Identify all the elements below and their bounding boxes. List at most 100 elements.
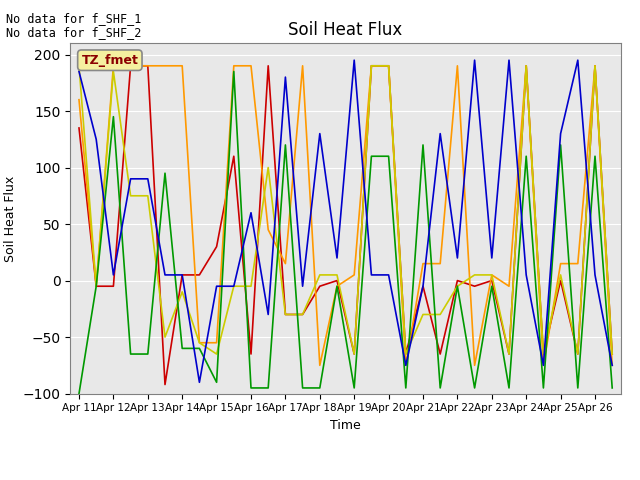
SHF2 (350, 272, 358, 278)
SHF4 (316, 385, 324, 391)
SHF4 (247, 385, 255, 391)
SHF3 (505, 351, 513, 357)
Line: SHF1: SHF1 (79, 66, 612, 384)
SHF5 (179, 272, 186, 278)
SHF4 (161, 170, 169, 176)
SHF5 (574, 57, 582, 63)
SHF5 (196, 379, 204, 385)
SHF1 (505, 351, 513, 357)
SHF1 (75, 125, 83, 131)
SHF2 (367, 63, 375, 69)
SHF2 (299, 63, 307, 69)
SHF1 (282, 312, 289, 317)
X-axis label: Time: Time (330, 419, 361, 432)
SHF2 (212, 340, 220, 346)
SHF2 (75, 97, 83, 103)
SHF1 (350, 351, 358, 357)
SHF4 (385, 153, 392, 159)
Line: SHF3: SHF3 (79, 66, 612, 354)
SHF2 (488, 272, 495, 278)
SHF3 (333, 272, 341, 278)
SHF5 (333, 255, 341, 261)
SHF2 (557, 261, 564, 266)
Text: TZ_fmet: TZ_fmet (81, 54, 138, 67)
SHF3 (522, 63, 530, 69)
SHF3 (75, 63, 83, 69)
SHF1 (454, 278, 461, 284)
SHF2 (144, 63, 152, 69)
SHF3 (299, 312, 307, 317)
SHF1 (196, 272, 204, 278)
SHF4 (419, 142, 427, 148)
SHF5 (385, 272, 392, 278)
SHF4 (350, 385, 358, 391)
SHF5 (127, 176, 134, 182)
SHF1 (419, 283, 427, 289)
SHF2 (454, 63, 461, 69)
SHF3 (454, 283, 461, 289)
SHF4 (179, 346, 186, 351)
SHF5 (109, 272, 117, 278)
Line: SHF5: SHF5 (79, 60, 612, 382)
SHF3 (367, 63, 375, 69)
SHF1 (299, 312, 307, 317)
SHF5 (488, 255, 495, 261)
SHF2 (419, 261, 427, 266)
Y-axis label: Soil Heat Flux: Soil Heat Flux (4, 175, 17, 262)
SHF4 (591, 153, 599, 159)
SHF2 (247, 63, 255, 69)
SHF1 (92, 283, 100, 289)
SHF2 (92, 283, 100, 289)
SHF1 (488, 278, 495, 284)
SHF3 (161, 334, 169, 340)
SHF2 (402, 362, 410, 368)
SHF1 (109, 283, 117, 289)
SHF2 (282, 261, 289, 266)
SHF1 (179, 272, 186, 278)
SHF1 (127, 63, 134, 69)
SHF4 (299, 385, 307, 391)
SHF2 (591, 63, 599, 69)
SHF2 (179, 63, 186, 69)
SHF3 (196, 340, 204, 346)
SHF4 (488, 283, 495, 289)
SHF3 (488, 272, 495, 278)
SHF5 (212, 283, 220, 289)
SHF1 (367, 63, 375, 69)
SHF4 (92, 283, 100, 289)
SHF4 (333, 283, 341, 289)
SHF5 (247, 210, 255, 216)
SHF4 (109, 114, 117, 120)
SHF1 (161, 382, 169, 387)
SHF4 (522, 153, 530, 159)
SHF3 (419, 312, 427, 317)
SHF3 (212, 351, 220, 357)
Line: SHF4: SHF4 (79, 72, 612, 394)
SHF4 (402, 385, 410, 391)
SHF2 (109, 63, 117, 69)
SHF1 (471, 283, 479, 289)
Text: No data for f_SHF_1: No data for f_SHF_1 (6, 12, 142, 25)
SHF4 (144, 351, 152, 357)
SHF2 (385, 63, 392, 69)
SHF1 (316, 283, 324, 289)
SHF5 (144, 176, 152, 182)
SHF1 (144, 63, 152, 69)
SHF1 (385, 63, 392, 69)
SHF3 (557, 272, 564, 278)
SHF5 (230, 283, 237, 289)
SHF5 (299, 283, 307, 289)
SHF1 (212, 244, 220, 250)
SHF5 (522, 272, 530, 278)
SHF4 (264, 385, 272, 391)
SHF2 (264, 227, 272, 233)
SHF2 (196, 340, 204, 346)
SHF3 (92, 283, 100, 289)
SHF1 (230, 153, 237, 159)
SHF1 (609, 351, 616, 357)
SHF4 (230, 69, 237, 74)
SHF5 (557, 131, 564, 136)
SHF4 (505, 385, 513, 391)
SHF2 (522, 63, 530, 69)
SHF3 (436, 312, 444, 317)
